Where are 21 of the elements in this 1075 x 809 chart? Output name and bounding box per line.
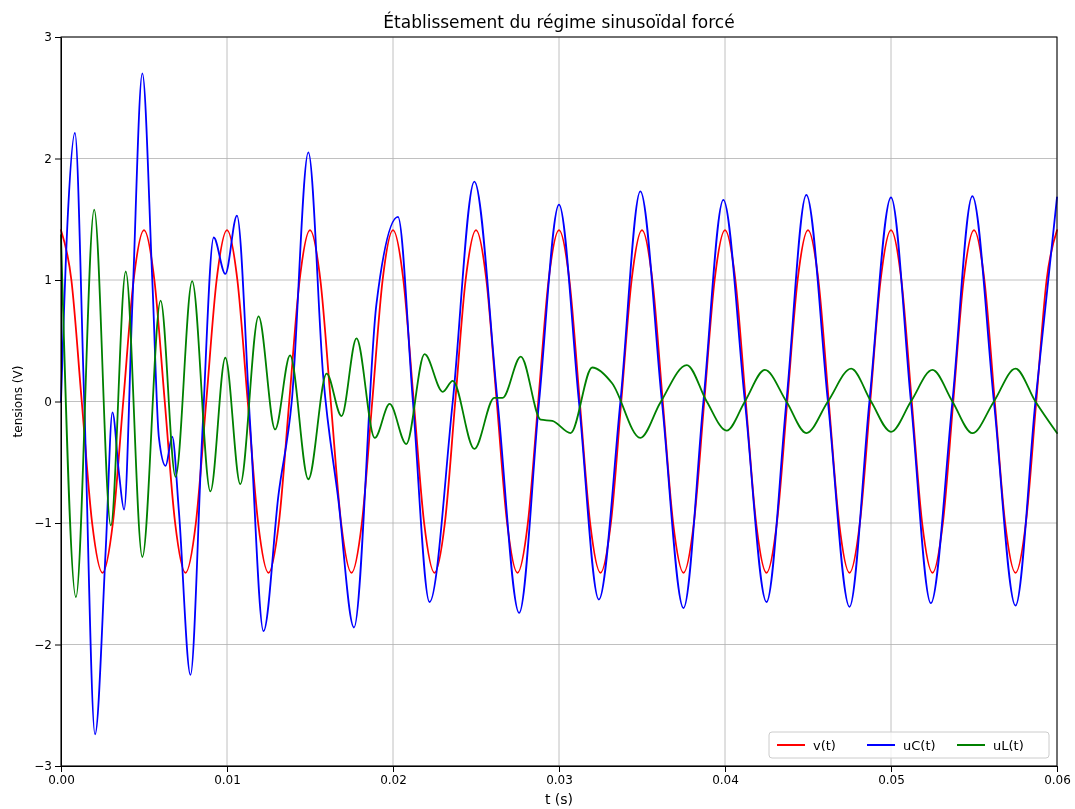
y-tick-label: 1 [44,273,52,288]
x-tick-label: 0.00 [48,772,75,787]
y-axis-title: tensions (V) [11,365,25,438]
line-series [60,72,1058,736]
x-tick-label: 0.02 [380,772,407,787]
x-tick-label: 0.01 [214,772,241,787]
y-tick-label: −3 [34,759,52,774]
x-tick-label: 0.06 [1044,772,1071,787]
y-tick-label: −2 [34,637,52,652]
x-tick-label: 0.04 [712,772,739,787]
chart-title: Établissement du régime sinusoïdal forcé [383,11,735,32]
y-tick-label: 0 [44,394,52,409]
legend-label: v(t) [813,737,836,753]
x-axis-title: t (s) [544,791,574,807]
y-tick-label: 3 [44,30,52,45]
x-tick-label: 0.05 [878,772,905,787]
y-tick-label: −1 [34,516,52,531]
legend-label: uL(t) [993,737,1024,753]
legend-label: uC(t) [903,737,936,753]
y-tick-label: 2 [44,151,52,166]
x-tick-label: 0.03 [546,772,573,787]
